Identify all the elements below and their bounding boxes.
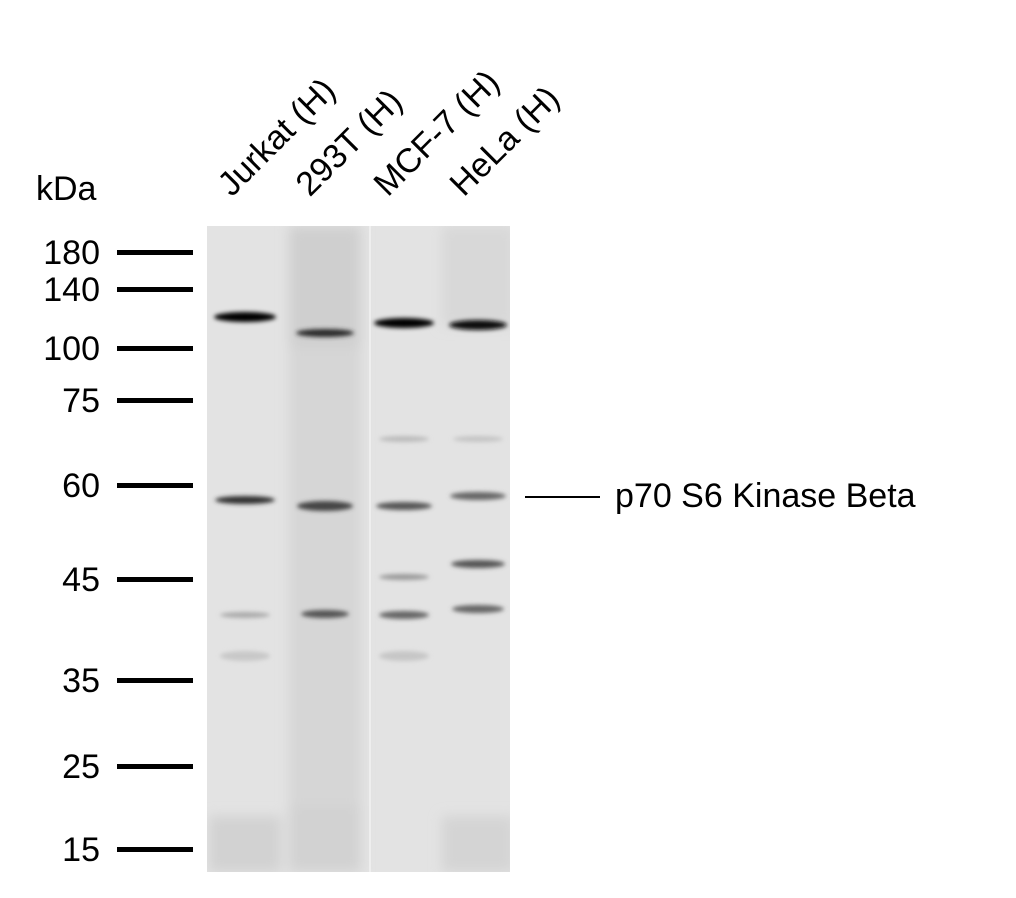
- lane-smear: [209, 816, 281, 872]
- protein-band: [379, 611, 429, 619]
- protein-band: [214, 312, 276, 322]
- marker-label-25: 25: [62, 748, 100, 786]
- marker-line-60: [117, 483, 193, 488]
- marker-line-45: [117, 577, 193, 582]
- marker-line-35: [117, 678, 193, 683]
- protein-band: [379, 574, 429, 580]
- marker-line-75: [117, 398, 193, 403]
- marker-label-45: 45: [62, 561, 100, 599]
- lane-smear: [289, 226, 361, 346]
- marker-line-100: [117, 346, 193, 351]
- marker-line-15: [117, 847, 193, 852]
- protein-band: [296, 329, 354, 337]
- marker-label-60: 60: [62, 467, 100, 505]
- protein-band: [379, 651, 429, 661]
- protein-band: [452, 605, 504, 613]
- target-protein-label: p70 S6 Kinase Beta: [615, 477, 916, 515]
- marker-label-100: 100: [43, 330, 100, 368]
- lane-smear: [442, 816, 510, 872]
- protein-band: [374, 318, 434, 328]
- protein-band: [297, 501, 353, 511]
- marker-label-180: 180: [43, 234, 100, 272]
- marker-label-15: 15: [62, 831, 100, 869]
- marker-label-35: 35: [62, 662, 100, 700]
- lane-smear: [289, 346, 361, 872]
- marker-line-140: [117, 287, 193, 292]
- protein-band: [450, 492, 506, 500]
- western-blot-image: [207, 226, 510, 872]
- protein-band: [449, 320, 507, 330]
- kda-unit-label: kDa: [36, 170, 97, 208]
- protein-band: [453, 436, 503, 442]
- protein-band: [215, 496, 275, 504]
- protein-band: [451, 560, 505, 568]
- marker-label-140: 140: [43, 271, 100, 309]
- protein-band: [220, 612, 270, 618]
- protein-band: [220, 651, 270, 661]
- target-pointer-line: [525, 496, 600, 498]
- marker-line-25: [117, 764, 193, 769]
- lane-smear: [289, 806, 361, 872]
- protein-band: [301, 610, 349, 618]
- protein-band: [376, 502, 432, 510]
- lane-smear: [442, 226, 510, 326]
- marker-line-180: [117, 250, 193, 255]
- protein-band: [379, 436, 429, 442]
- marker-label-75: 75: [62, 382, 100, 420]
